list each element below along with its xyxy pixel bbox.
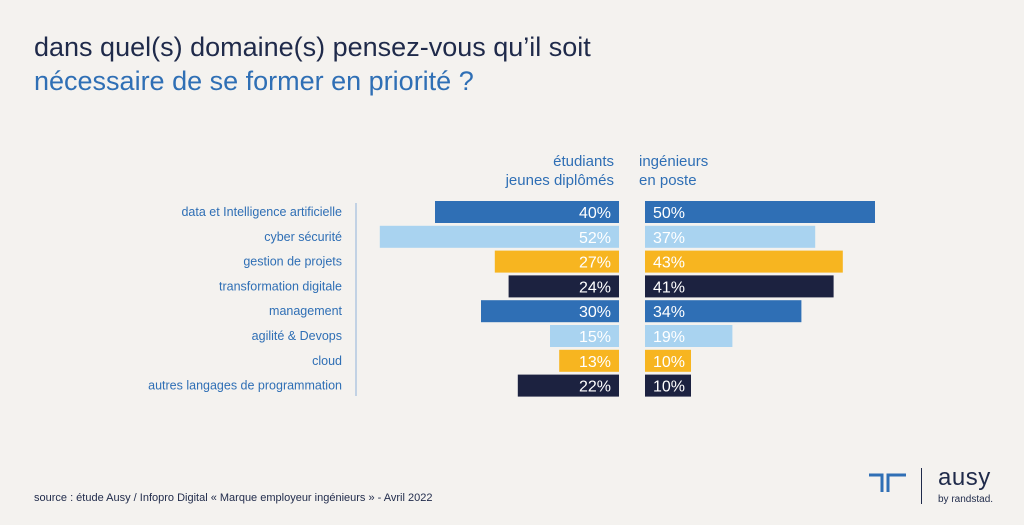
series-header-right-line-1: ingénieurs [639,153,708,170]
category-label: agilité & Devops [252,329,342,343]
category-label: transformation digitale [219,279,342,293]
category-label: autres langages de programmation [148,379,342,393]
data-label-left: 30% [579,304,611,321]
category-label: data et Intelligence artificielle [181,205,342,219]
series-header-right-line-2: en poste [639,172,697,189]
data-label-left: 24% [579,279,611,296]
logo-separator [921,468,922,504]
data-label-right: 10% [653,379,685,396]
category-label: gestion de projets [243,255,342,269]
data-label-left: 40% [579,205,611,222]
category-label: management [269,304,342,318]
data-label-right: 43% [653,255,685,272]
data-label-left: 22% [579,379,611,396]
logo-tagline: by randstad. [938,494,993,505]
category-label: cloud [312,354,342,368]
series-header-left-line-2: jeunes diplômés [505,172,614,189]
series-header-left-line-1: étudiants [553,153,614,170]
data-label-right: 41% [653,279,685,296]
data-label-right: 37% [653,230,685,247]
data-label-right: 19% [653,329,685,346]
data-label-right: 50% [653,205,685,222]
data-label-left: 13% [579,354,611,371]
randstad-mark-icon [868,472,908,494]
ausy-logo: ausy by randstad. [868,466,998,510]
logo-wordmark: ausy [938,464,991,492]
data-label-left: 27% [579,255,611,272]
data-label-left: 15% [579,329,611,346]
data-label-right: 34% [653,304,685,321]
data-label-left: 52% [579,230,611,247]
butterfly-bar-chart: étudiants jeunes diplômés ingénieurs en pos… [0,0,1024,470]
source-note: source : étude Ausy / Infopro Digital « … [34,492,432,504]
data-label-right: 10% [653,354,685,371]
category-label: cyber sécurité [264,230,342,244]
